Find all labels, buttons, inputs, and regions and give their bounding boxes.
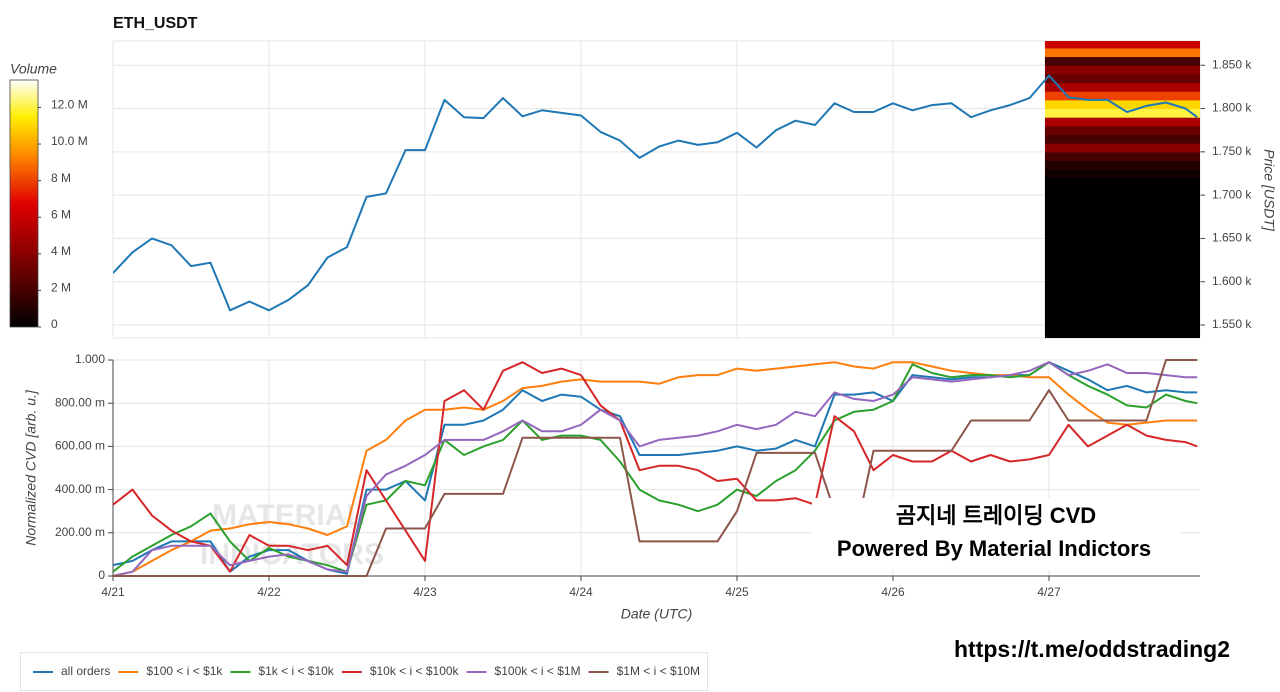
series: [113, 74, 1198, 312]
colorbar-tick-label: 0: [51, 317, 58, 331]
heatmap-cell: [1044, 91, 1200, 101]
legend: all orders $100 < i < $1k $1k < i < $10k $1…: [33, 664, 700, 678]
y-tick-label: 1.850 k: [1212, 57, 1252, 71]
y-axis-label: Price [USDT]: [1261, 149, 1277, 232]
annotation-box: [812, 498, 1180, 570]
y-tick-label: 0: [98, 568, 105, 582]
annotation: 곰지네 트레이딩 CVD: [896, 503, 1096, 528]
heatmap-cell: [1044, 47, 1200, 58]
heatmap-cell: [1044, 82, 1200, 92]
cvd-panel: 4/21 4/22 4/23 4/24 4/25 4/26 4/27 0 200.00 m 400…: [23, 352, 1200, 622]
legend-label: all orders: [61, 664, 110, 678]
heatmap-cell: [1044, 117, 1200, 127]
y-tick-label: 1.000: [75, 352, 105, 366]
series-line: [113, 361, 1198, 577]
y-tick-label: 1.600 k: [1212, 274, 1252, 288]
y-tick-label: 1.800 k: [1212, 101, 1252, 115]
heatmap-cell: [1044, 151, 1200, 161]
link-text: https://t.me/oddstrading2: [954, 636, 1230, 662]
y-tick-label: 1.700 k: [1212, 187, 1252, 201]
heatmap-cell: [1044, 143, 1200, 153]
x-tick-label: 4/27: [1037, 585, 1061, 599]
heatmap-cell: [1044, 65, 1200, 75]
heatmap-cell: [1044, 56, 1200, 66]
series-line: [113, 361, 1198, 573]
y-axis-label: Normalized CVD [arb. u.]: [23, 389, 39, 546]
heatmap-cell: [1044, 73, 1200, 84]
colorbar-tick-label: 2 M: [51, 281, 71, 295]
heatmap-cell: [1044, 169, 1200, 179]
heatmap-cell: [1044, 41, 1200, 49]
colorbar-tick-label: 10.0 M: [51, 134, 88, 148]
heatmap-cell: [1044, 177, 1200, 338]
price-panel: 1.550 k 1.600 k 1.650 k 1.700 k 1.750 k 1.800…: [112, 40, 1277, 339]
series: [113, 359, 1198, 577]
x-tick-label: 4/25: [725, 585, 749, 599]
colorbar-tick-label: 6 M: [51, 207, 71, 221]
plot-frame: [112, 40, 1201, 339]
y-tick-label: 1.650 k: [1212, 231, 1252, 245]
legend-label: $100k < i < $1M: [495, 664, 581, 678]
y-tick-label: 200.00 m: [55, 525, 105, 539]
y-tick-label: 1.750 k: [1212, 144, 1252, 158]
series-line: [113, 361, 1198, 573]
grid: [112, 41, 1200, 338]
colorbar-tick-label: 8 M: [51, 171, 71, 185]
x-tick-label: 4/26: [881, 585, 905, 599]
legend-label: $10k < i < $100k: [370, 664, 460, 678]
colorbar-title: Volume: [10, 61, 57, 77]
y-tick-label: 400.00 m: [55, 482, 105, 496]
colorbar-tick-label: 4 M: [51, 244, 71, 258]
y-tick-label: 600.00 m: [55, 439, 105, 453]
y-tick-label: 1.550 k: [1212, 317, 1252, 331]
x-tick-label: 4/22: [257, 585, 281, 599]
x-tick-label: 4/21: [101, 585, 125, 599]
legend-label: $100 < i < $1k: [146, 664, 223, 678]
colorbar-tick-label: 12.0 M: [51, 98, 88, 112]
x-axis-label: Date (UTC): [621, 606, 693, 622]
heatmap-cell: [1044, 125, 1200, 136]
legend-label: $1M < i < $10M: [617, 664, 700, 678]
heatmap-cell: [1044, 160, 1200, 170]
colorbar: Volume 0 2 M 4 M 6 M 8 M 10.0 M 12.0 M: [9, 61, 88, 331]
legend-label: $1k < i < $10k: [258, 664, 334, 678]
series-line: [113, 359, 1198, 577]
chart-title: ETH_USDT: [113, 15, 198, 32]
heatmap-cell: [1044, 134, 1200, 144]
annotation: Powered By Material Indictors: [837, 536, 1151, 561]
heatmap: [1044, 41, 1200, 338]
x-tick-label: 4/24: [569, 585, 593, 599]
heatmap-cell: [1044, 108, 1200, 118]
heatmap-cell: [1044, 99, 1200, 110]
colorbar-scale: [9, 79, 39, 328]
x-tick-label: 4/23: [413, 585, 437, 599]
y-tick-label: 800.00 m: [55, 395, 105, 409]
price-line: [113, 74, 1198, 312]
